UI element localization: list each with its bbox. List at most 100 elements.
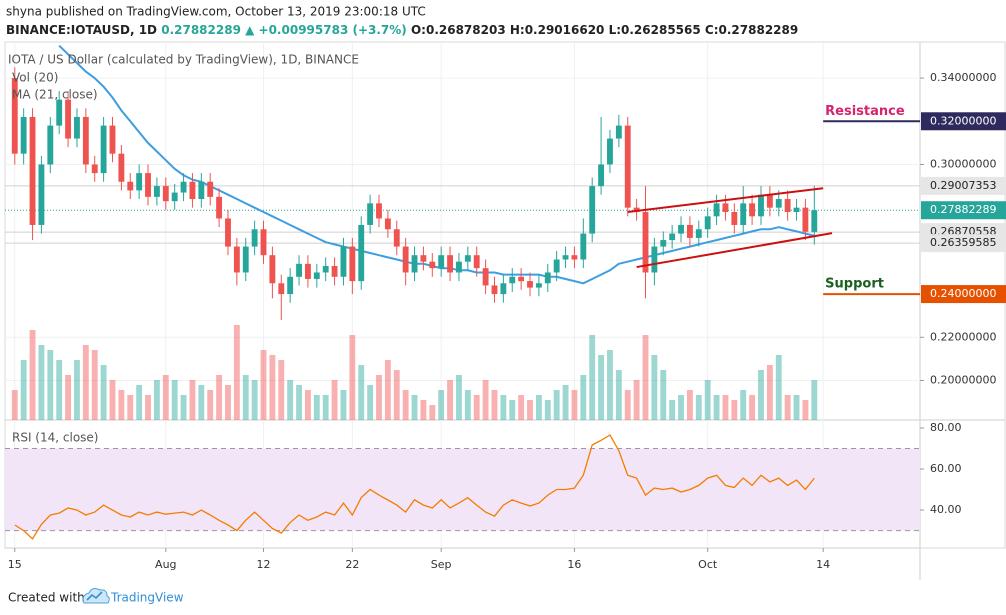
candle-body	[713, 203, 720, 217]
volume-bar	[145, 395, 151, 420]
x-tick-label: 12	[257, 558, 271, 571]
volume-bar	[624, 390, 631, 420]
candle-body	[136, 173, 143, 191]
x-tick-label: 16	[567, 558, 581, 571]
volume-bar	[153, 380, 160, 420]
volume-bar	[109, 380, 116, 420]
volume-bar	[216, 375, 223, 420]
candle-body	[145, 173, 151, 197]
volume-bar	[429, 405, 436, 420]
candle-body	[704, 216, 711, 230]
volume-bar	[784, 395, 791, 420]
last-price: 0.27882289	[161, 23, 241, 37]
candle-body	[642, 211, 649, 273]
volume-bar	[722, 395, 729, 420]
volume-bar	[447, 380, 453, 420]
volume-bar	[500, 395, 507, 420]
candle-body	[784, 199, 791, 212]
volume-bar	[287, 380, 294, 420]
volume-bar	[580, 375, 587, 420]
candle-body	[358, 224, 365, 282]
candle-body	[207, 181, 214, 197]
ma-legend: MA (21, close)	[12, 88, 98, 102]
candle-body	[304, 263, 311, 279]
volume-bar	[207, 390, 214, 420]
volume-bar	[242, 375, 249, 420]
level-name: Support	[825, 277, 884, 292]
candle-body	[82, 116, 89, 165]
volume-bar	[749, 395, 756, 420]
candle-body	[313, 272, 320, 279]
x-tick-label: 14	[816, 558, 830, 571]
volume-bar	[518, 395, 525, 420]
volume-bar	[651, 355, 658, 420]
volume-bar	[482, 380, 489, 420]
candle-body	[100, 125, 107, 174]
candle-body	[11, 78, 18, 154]
volume-bar	[758, 370, 764, 420]
volume-bar	[553, 390, 560, 420]
volume-bar	[358, 365, 365, 420]
volume-bar	[535, 395, 542, 420]
volume-bar	[633, 380, 640, 420]
candle-body	[216, 196, 223, 219]
candle-body	[535, 283, 542, 288]
rsi-legend: RSI (14, close)	[12, 431, 98, 445]
candle-body	[171, 192, 178, 202]
candle-body	[393, 229, 400, 247]
candle-body	[20, 116, 27, 154]
candle-body	[527, 281, 533, 288]
volume-bar	[65, 375, 72, 420]
x-tick-label: 15	[8, 558, 22, 571]
candle-body	[802, 207, 809, 232]
candle-body	[322, 265, 329, 273]
volume-bar	[251, 380, 258, 420]
candle-body	[447, 255, 453, 273]
candle-body	[198, 181, 205, 200]
trend-channel-line	[627, 187, 824, 213]
candle-body	[562, 255, 569, 260]
candle-body	[118, 153, 125, 182]
volume-bar	[322, 395, 329, 420]
rsi-line	[14, 434, 815, 540]
volume-bar	[162, 375, 169, 420]
candle-body	[242, 246, 249, 273]
volume-bar	[127, 395, 134, 420]
volume-bar	[464, 390, 471, 420]
candle-body	[162, 186, 169, 202]
candle-body	[553, 259, 560, 273]
volume-bar	[118, 390, 125, 420]
candle-body	[29, 116, 36, 225]
candle-body	[429, 261, 436, 269]
y-tick-label: 0.34000000	[930, 71, 996, 84]
candle-body	[296, 263, 302, 277]
candle-body	[225, 218, 231, 247]
candle-body	[775, 199, 782, 208]
candle-body	[38, 164, 45, 225]
candle-body	[127, 181, 134, 191]
volume-bar	[393, 370, 400, 420]
candle-body	[260, 229, 267, 256]
volume-bar	[233, 325, 240, 420]
candle-body	[340, 246, 347, 277]
volume-bar	[704, 380, 711, 420]
level-label-box	[921, 112, 1006, 131]
candle-body	[278, 283, 285, 295]
x-tick-label: Sep	[431, 558, 452, 571]
footer-brand[interactable]: TradingView	[110, 591, 184, 605]
volume-bar	[607, 350, 613, 420]
candle-body	[793, 207, 800, 212]
candle-body	[571, 255, 578, 260]
volume-bar	[376, 375, 382, 420]
volume-bar	[456, 375, 462, 420]
volume-bar	[642, 335, 649, 420]
candle-body	[624, 125, 631, 208]
candle-body	[91, 164, 98, 174]
price-change: ▲ +0.00995783 (+3.7%)	[245, 23, 407, 37]
volume-bar	[56, 360, 63, 420]
candle-body	[731, 211, 738, 225]
volume-bar	[340, 390, 347, 420]
price-label-box	[921, 201, 1006, 220]
volume-bar	[269, 355, 276, 420]
candle-body	[56, 99, 63, 126]
